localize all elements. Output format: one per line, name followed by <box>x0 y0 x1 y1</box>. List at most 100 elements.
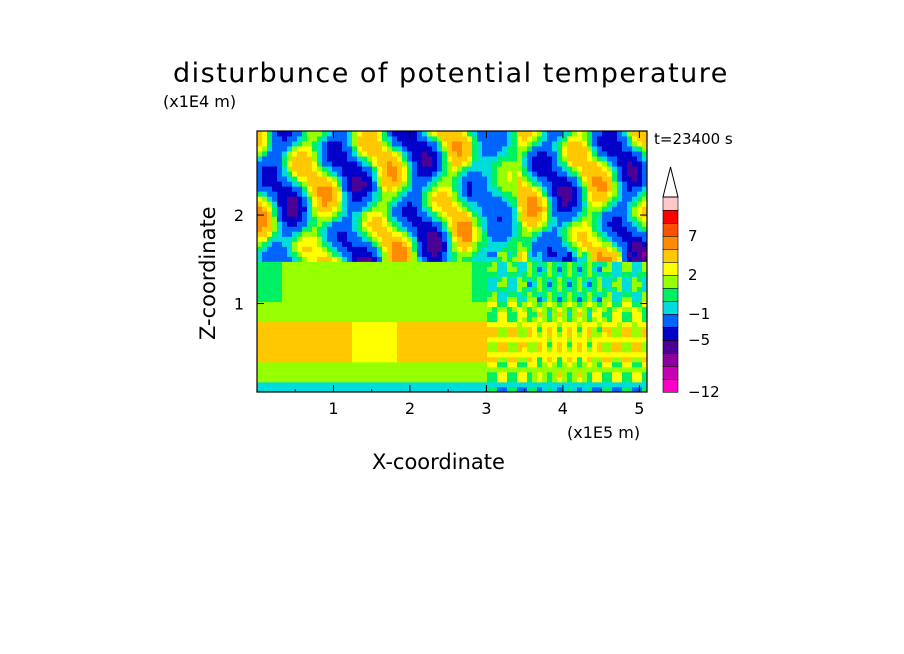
heatmap-cell <box>457 171 463 177</box>
heatmap-cell <box>627 241 633 247</box>
heatmap-cell <box>627 226 633 232</box>
heatmap-cell <box>382 156 388 162</box>
heatmap-cell <box>272 316 278 323</box>
heatmap-cell <box>442 306 448 313</box>
heatmap-cell <box>622 166 628 172</box>
heatmap-cell <box>532 166 538 172</box>
heatmap-cell <box>557 251 563 257</box>
heatmap-cell <box>507 271 513 277</box>
heatmap-cell <box>347 336 353 343</box>
heatmap-cell <box>617 296 623 303</box>
heatmap-cell <box>587 146 593 152</box>
heatmap-cell <box>582 276 588 282</box>
heatmap-cell <box>352 216 358 222</box>
heatmap-cell <box>482 346 488 353</box>
heatmap-cell <box>427 296 433 303</box>
heatmap-cell <box>492 166 498 172</box>
heatmap-cell <box>297 181 303 187</box>
heatmap-cell <box>362 371 368 378</box>
heatmap-cell <box>437 231 443 237</box>
heatmap-cell <box>437 341 443 348</box>
heatmap-cell <box>422 256 428 262</box>
heatmap-cell <box>332 231 338 237</box>
heatmap-cell <box>467 211 473 217</box>
heatmap-cell <box>482 341 488 348</box>
heatmap-cell <box>292 291 298 298</box>
heatmap-cell <box>357 371 363 378</box>
heatmap-cell <box>417 386 423 393</box>
heatmap-cell <box>572 201 578 207</box>
heatmap-cell <box>357 211 363 217</box>
heatmap-cell <box>377 366 383 373</box>
heatmap-cell <box>292 181 298 187</box>
heatmap-cell <box>332 356 338 363</box>
heatmap-cell <box>562 381 568 388</box>
heatmap-cell <box>317 246 323 252</box>
heatmap-cell <box>387 146 393 152</box>
heatmap-cell <box>307 361 313 368</box>
heatmap-cell <box>547 146 553 152</box>
heatmap-cell <box>517 326 523 333</box>
heatmap-cell <box>497 336 503 343</box>
heatmap-cell <box>632 256 638 262</box>
heatmap-cell <box>537 276 543 282</box>
heatmap-cell <box>327 211 333 217</box>
heatmap-cell <box>382 176 388 182</box>
heatmap-cell <box>382 171 388 177</box>
heatmap-cell <box>467 361 473 368</box>
heatmap-cell <box>352 171 358 177</box>
heatmap-cell <box>527 281 533 287</box>
heatmap-cell <box>552 281 558 287</box>
heatmap-cell <box>262 136 268 142</box>
heatmap-cell <box>427 171 433 177</box>
heatmap-cell <box>567 231 573 237</box>
heatmap-cell <box>497 256 503 262</box>
heatmap-cell <box>267 306 273 313</box>
heatmap-cell <box>627 311 633 318</box>
heatmap-cell <box>262 191 268 197</box>
heatmap-cell <box>402 156 408 162</box>
heatmap-cell <box>407 366 413 373</box>
heatmap-cell <box>302 271 308 277</box>
heatmap-cell <box>367 231 373 237</box>
heatmap-cell <box>357 296 363 303</box>
heatmap-cell <box>637 326 643 333</box>
heatmap-cell <box>502 241 508 247</box>
heatmap-cell <box>372 256 378 262</box>
heatmap-cell <box>337 146 343 152</box>
heatmap-cell <box>612 316 618 323</box>
heatmap-cell <box>482 336 488 343</box>
heatmap-cell <box>257 201 263 207</box>
heatmap-cell <box>552 286 558 293</box>
heatmap-cell <box>342 276 348 282</box>
heatmap-cell <box>557 351 563 358</box>
heatmap-cell <box>277 216 283 222</box>
heatmap-cell <box>542 136 548 142</box>
heatmap-cell <box>602 191 608 197</box>
heatmap-cell <box>327 311 333 318</box>
heatmap-cell <box>522 356 528 363</box>
heatmap-cell <box>492 306 498 313</box>
heatmap-cell <box>327 326 333 333</box>
heatmap-cell <box>642 191 648 197</box>
heatmap-cell <box>397 261 403 267</box>
heatmap-cell <box>492 216 498 222</box>
heatmap-cell <box>422 166 428 172</box>
heatmap-cell <box>507 171 513 177</box>
heatmap-cell <box>427 331 433 338</box>
heatmap-cell <box>427 336 433 343</box>
heatmap-cell <box>612 341 618 348</box>
heatmap-cell <box>302 141 308 147</box>
heatmap-cell <box>517 311 523 318</box>
heatmap-cell <box>387 261 393 267</box>
heatmap-cell <box>467 191 473 197</box>
heatmap-cell <box>517 161 523 167</box>
heatmap-cell <box>342 321 348 328</box>
heatmap-cell <box>417 196 423 202</box>
heatmap-cell <box>417 296 423 303</box>
heatmap-cell <box>487 296 493 303</box>
heatmap-cell <box>422 201 428 207</box>
heatmap-cell <box>547 156 553 162</box>
heatmap-cell <box>587 136 593 142</box>
heatmap-cell <box>332 216 338 222</box>
